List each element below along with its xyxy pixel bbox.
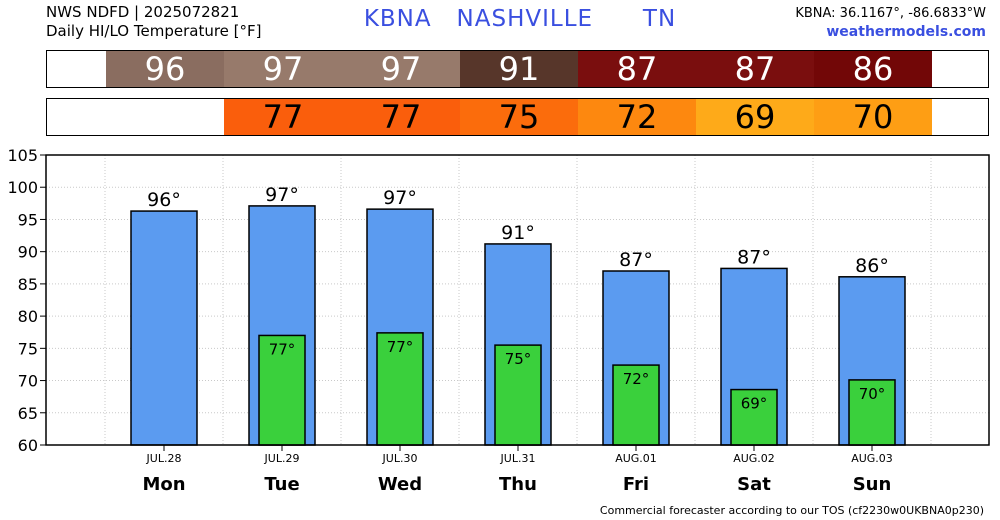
x-day-label: Tue <box>264 474 299 495</box>
product-subtitle: Daily HI/LO Temperature [°F] <box>46 22 262 40</box>
x-date-label: AUG.03 <box>851 452 893 465</box>
low-bar-label: 77° <box>387 338 414 356</box>
high-cell-0: 96 <box>106 50 224 88</box>
high-bar-label: 87° <box>619 249 653 271</box>
high-cell-1: 97 <box>224 50 342 88</box>
y-tick-label: 65 <box>18 404 38 423</box>
high-cell-2: 97 <box>342 50 460 88</box>
header-right: KBNA: 36.1167°, -86.6833°W weathermodels… <box>795 4 986 42</box>
footer-note: Commercial forecaster according to our T… <box>599 504 984 517</box>
low-bar <box>376 332 424 446</box>
low-temperature-strip: 77 77 75 72 69 70 <box>46 98 989 136</box>
y-tick-label: 90 <box>18 243 38 262</box>
header-left: NWS NDFD | 2025072821 Daily HI/LO Temper… <box>46 3 262 41</box>
y-tick-label: 75 <box>18 339 38 358</box>
high-bar-label: 97° <box>383 187 417 209</box>
product-title: NWS NDFD | 2025072821 <box>46 3 240 21</box>
high-cell-4: 87 <box>578 50 696 88</box>
high-cell-3: 91 <box>460 50 578 88</box>
x-date-label: AUG.01 <box>615 452 657 465</box>
high-temperature-strip: 96 97 97 91 87 87 86 <box>46 50 989 88</box>
low-cell-4: 72 <box>578 98 696 136</box>
high-bar-label: 96° <box>147 189 181 211</box>
x-date-label: JUL.29 <box>264 452 300 465</box>
low-bar-label: 77° <box>269 340 296 358</box>
y-tick-label: 95 <box>18 210 38 229</box>
high-bar <box>130 210 198 446</box>
low-bar-label: 72° <box>623 370 650 388</box>
high-cell-5: 87 <box>696 50 814 88</box>
low-bar-label: 70° <box>859 385 886 403</box>
x-date-label: JUL.28 <box>146 452 182 465</box>
low-bar-label: 75° <box>505 350 532 368</box>
low-cell-1: 77 <box>224 98 342 136</box>
low-bar <box>848 379 896 446</box>
y-tick-label: 105 <box>7 146 38 165</box>
low-cell-3: 75 <box>460 98 578 136</box>
x-date-label: JUL.30 <box>382 452 418 465</box>
y-tick-label: 100 <box>7 178 38 197</box>
y-tick-label: 80 <box>18 307 38 326</box>
y-tick-label: 60 <box>18 436 38 455</box>
y-tick-label: 85 <box>18 275 38 294</box>
high-bar-label: 86° <box>855 255 889 277</box>
low-cell-6: 70 <box>814 98 932 136</box>
x-day-label: Thu <box>499 474 537 495</box>
station-coordinates: KBNA: 36.1167°, -86.6833°W <box>795 6 986 21</box>
x-day-label: Mon <box>142 474 185 495</box>
high-cell-6: 86 <box>814 50 932 88</box>
low-bar-label: 69° <box>741 395 768 413</box>
high-bar-label: 87° <box>737 246 771 268</box>
x-day-label: Fri <box>623 474 649 495</box>
low-bar <box>494 344 542 446</box>
x-day-label: Sun <box>853 474 892 495</box>
site-link[interactable]: weathermodels.com <box>826 24 986 40</box>
x-day-label: Sat <box>737 474 771 495</box>
y-tick-label: 70 <box>18 372 38 391</box>
high-bar-label: 97° <box>265 184 299 206</box>
station-title: KBNA NASHVILLE TN <box>363 6 677 32</box>
low-cell-5: 69 <box>696 98 814 136</box>
low-cell-2: 77 <box>342 98 460 136</box>
x-day-label: Wed <box>378 474 422 495</box>
x-date-label: AUG.02 <box>733 452 775 465</box>
low-bar <box>612 364 660 446</box>
high-bar-label: 91° <box>501 222 535 244</box>
x-date-label: JUL.31 <box>500 452 536 465</box>
